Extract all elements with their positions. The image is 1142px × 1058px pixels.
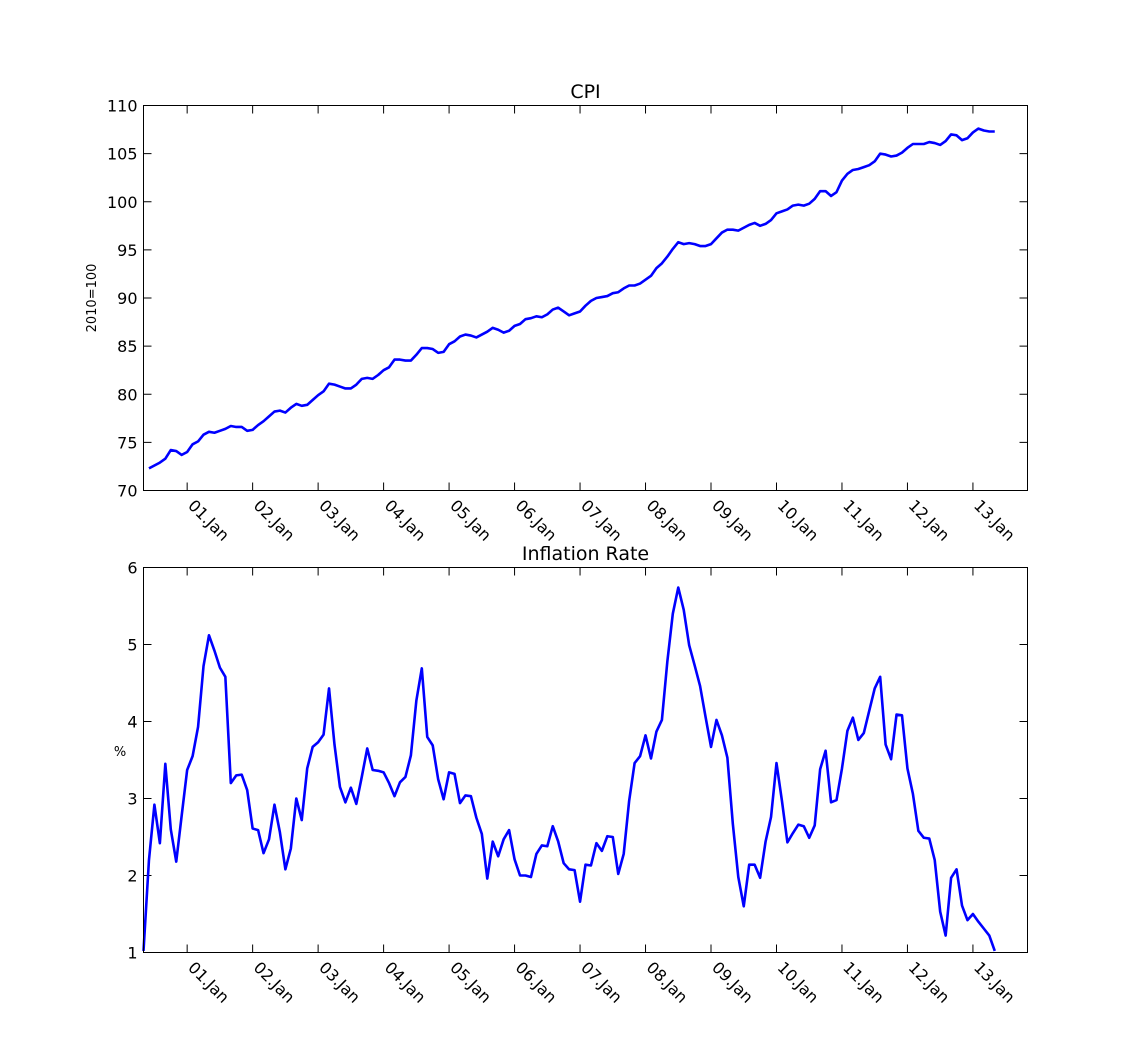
cpi-axes-frame — [143, 105, 1028, 491]
cpi-ytick-label: 75 — [117, 433, 137, 452]
inf-ytick-label: 6 — [127, 559, 137, 578]
inflation-series-line — [142, 586, 996, 952]
cpi-xtick-label: 08.Jan — [643, 496, 692, 545]
inflation-ylabel: % — [114, 745, 126, 760]
cpi-ytick-label: 100 — [107, 193, 138, 212]
inf-xtick-label: 08.Jan — [643, 958, 692, 1007]
cpi-ytick-label: 110 — [107, 97, 138, 116]
cpi-xtick-label: 13.Jan — [970, 496, 1019, 545]
inflation-xticks: 01.Jan 02.Jan 03.Jan 04.Jan 05.Jan 06.Jan 07.J… — [184, 567, 1019, 1007]
cpi-xtick-label: 07.Jan — [577, 496, 626, 545]
inf-xtick-label: 11.Jan — [839, 958, 888, 1007]
cpi-xticks: 01.Jan 02.Jan 03.Jan 04.Jan 05.Jan 06.Jan 07.J… — [184, 105, 1019, 545]
cpi-title: CPI — [570, 81, 600, 103]
cpi-series-line — [148, 127, 995, 470]
inflation-panel: Inflation Rate % 1 2 3 4 5 6 01.Jan 02.Jan 03.J… — [114, 543, 1028, 1007]
cpi-xtick-label: 10.Jan — [774, 496, 823, 545]
inf-ytick-label: 1 — [127, 944, 137, 963]
inf-ytick-label: 4 — [127, 713, 137, 732]
inf-xtick-label: 06.Jan — [512, 958, 561, 1007]
inflation-yticks: 1 2 3 4 5 6 — [127, 559, 1028, 963]
inf-xtick-label: 05.Jan — [446, 958, 495, 1007]
inf-xtick-label: 04.Jan — [381, 958, 430, 1007]
cpi-panel: CPI 2010=100 70 75 80 85 90 95 100 105 110 01.Ja… — [85, 81, 1028, 545]
cpi-xtick-label: 03.Jan — [315, 496, 364, 545]
cpi-xtick-label: 09.Jan — [708, 496, 757, 545]
cpi-ytick-label: 95 — [117, 241, 137, 260]
cpi-xtick-label: 05.Jan — [446, 496, 495, 545]
inf-xtick-label: 02.Jan — [250, 958, 299, 1007]
inf-xtick-label: 12.Jan — [905, 958, 954, 1007]
inflation-axes-frame — [143, 567, 1028, 953]
cpi-xtick-label: 04.Jan — [381, 496, 430, 545]
inf-xtick-label: 07.Jan — [577, 958, 626, 1007]
cpi-ytick-label: 70 — [117, 482, 137, 501]
cpi-ylabel: 2010=100 — [85, 264, 100, 333]
cpi-xtick-label: 02.Jan — [250, 496, 299, 545]
inf-xtick-label: 13.Jan — [970, 958, 1019, 1007]
inf-xtick-label: 09.Jan — [708, 958, 757, 1007]
inf-xtick-label: 01.Jan — [184, 958, 233, 1007]
cpi-xtick-label: 12.Jan — [905, 496, 954, 545]
cpi-ytick-label: 105 — [107, 145, 138, 164]
cpi-xtick-label: 06.Jan — [512, 496, 561, 545]
inflation-title: Inflation Rate — [522, 543, 649, 565]
cpi-yticks: 70 75 80 85 90 95 100 105 110 — [107, 97, 1028, 501]
cpi-ytick-label: 85 — [117, 337, 137, 356]
inf-ytick-label: 5 — [127, 636, 137, 655]
inf-ytick-label: 2 — [127, 867, 137, 886]
cpi-xtick-label: 11.Jan — [839, 496, 888, 545]
cpi-ytick-label: 90 — [117, 289, 137, 308]
inf-xtick-label: 10.Jan — [774, 958, 823, 1007]
cpi-ytick-label: 80 — [117, 385, 137, 404]
inf-xtick-label: 03.Jan — [315, 958, 364, 1007]
inf-ytick-label: 3 — [127, 790, 137, 809]
cpi-xtick-label: 01.Jan — [184, 496, 233, 545]
